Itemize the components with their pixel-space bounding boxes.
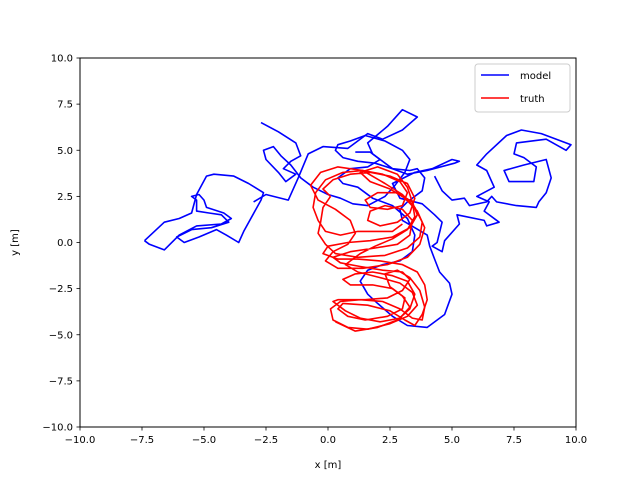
x-tick-label: −7.5 bbox=[130, 435, 154, 446]
series-line-model_b bbox=[253, 108, 572, 253]
plot-lines bbox=[143, 108, 572, 332]
y-tick-label: 2.5 bbox=[57, 192, 73, 203]
y-tick-label: 5.0 bbox=[57, 146, 73, 157]
y-tick-label: 7.5 bbox=[57, 100, 73, 111]
y-tick-label: 0.0 bbox=[57, 238, 73, 249]
x-tick-label: 10.0 bbox=[565, 435, 587, 446]
x-tick-label: −2.5 bbox=[254, 435, 278, 446]
series-line-truth_b bbox=[312, 169, 429, 332]
y-tick-label: −7.5 bbox=[49, 376, 73, 387]
y-axis-ticks: −10.0 −7.5 −5.0 −2.5 0.0 2.5 5.0 7.5 10.0 bbox=[42, 54, 80, 434]
y-tick-label: −5.0 bbox=[49, 330, 73, 341]
legend-model-label: model bbox=[520, 71, 551, 82]
x-tick-label: −10.0 bbox=[65, 435, 96, 446]
y-tick-label: −10.0 bbox=[42, 423, 73, 434]
x-tick-label: 2.5 bbox=[382, 435, 398, 446]
x-tick-label: 0.0 bbox=[320, 435, 336, 446]
x-axis-label: x [m] bbox=[315, 460, 342, 471]
y-tick-label: −2.5 bbox=[49, 284, 73, 295]
y-tick-label: 10.0 bbox=[51, 54, 73, 65]
x-tick-label: 7.5 bbox=[506, 435, 522, 446]
legend: model truth bbox=[474, 63, 571, 113]
x-axis-ticks: −10.0 −7.5 −5.0 −2.5 0.0 2.5 5.0 7.5 10.0 bbox=[65, 427, 587, 446]
legend-truth-label: truth bbox=[520, 94, 545, 105]
series-line-model_c bbox=[260, 121, 453, 329]
x-tick-label: −5.0 bbox=[192, 435, 216, 446]
y-axis-label: y [m] bbox=[10, 229, 21, 256]
x-tick-label: 5.0 bbox=[444, 435, 460, 446]
legend-box bbox=[474, 63, 571, 113]
series-line-model bbox=[143, 173, 265, 251]
